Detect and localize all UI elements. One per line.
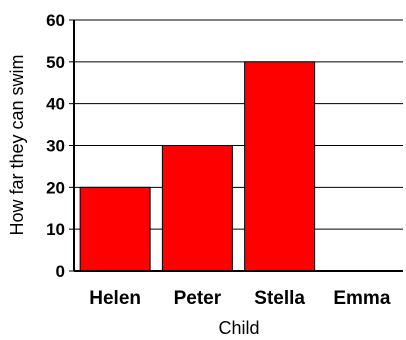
y-tick-label-60: 60 (46, 11, 65, 30)
y-tick-label-40: 40 (46, 95, 65, 114)
bars (79, 61, 316, 272)
y-tick-label-50: 50 (46, 53, 65, 72)
y-tick-label-30: 30 (46, 137, 65, 156)
x-tick-label-peter: Peter (174, 288, 222, 309)
y-tick-label-20: 20 (46, 178, 65, 197)
x-tick-label-emma: Emma (333, 288, 390, 309)
bar-peter (161, 145, 233, 272)
bar-stella (244, 61, 316, 272)
x-tick-labels: Helen Peter Stella Emma (89, 288, 391, 309)
y-tick-labels: 0 10 20 30 40 50 60 (46, 11, 74, 281)
y-axis-title: How far they can swim (7, 54, 27, 235)
y-tick-label-0: 0 (56, 262, 65, 281)
x-tick-label-helen: Helen (89, 288, 141, 309)
x-axis-title: Child (218, 318, 259, 338)
y-tick-label-10: 10 (46, 220, 65, 239)
bar-helen (79, 186, 151, 272)
x-tick-label-stella: Stella (254, 288, 305, 309)
